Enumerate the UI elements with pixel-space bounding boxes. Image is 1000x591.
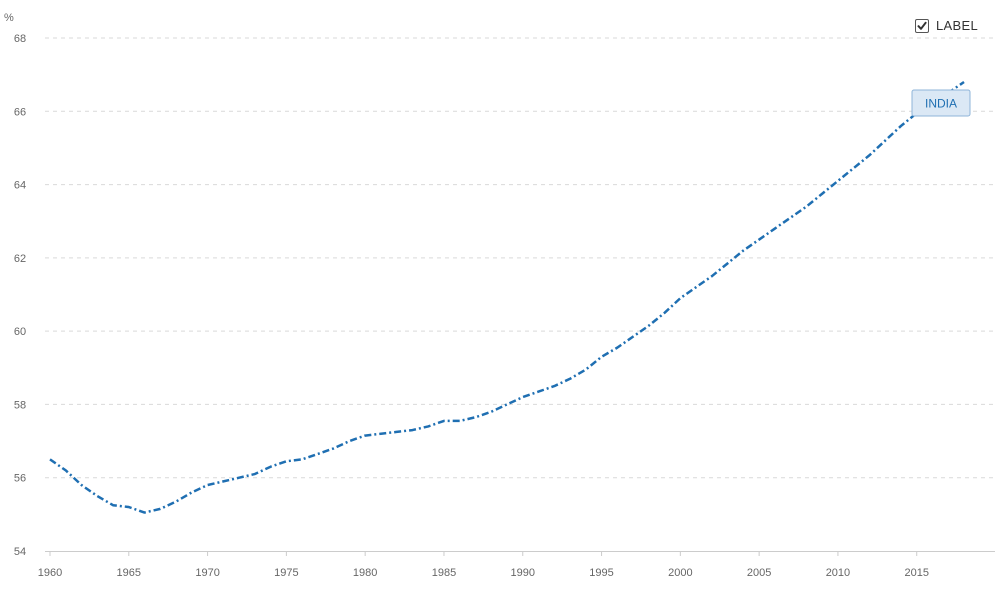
series-line-india[interactable] bbox=[49, 80, 965, 514]
y-tick-label: 56 bbox=[14, 473, 26, 485]
x-tick-label: 1975 bbox=[274, 567, 298, 579]
x-axis-ticks: 1960 1965 1970 1975 1980 1985 1990 1995 2000 2005… bbox=[38, 551, 929, 579]
label-toggle-text: LABEL bbox=[936, 18, 978, 33]
x-tick-label: 1970 bbox=[195, 567, 219, 579]
x-tick-label: 2010 bbox=[826, 567, 850, 579]
y-tick-label: 58 bbox=[14, 399, 26, 411]
x-tick-label: 1965 bbox=[117, 567, 141, 579]
x-tick-label: 1980 bbox=[353, 567, 377, 579]
y-tick-label: 54 bbox=[14, 546, 26, 558]
y-tick-label: 68 bbox=[14, 33, 26, 45]
series-tag-label: INDIA bbox=[925, 96, 957, 110]
y-tick-label: 60 bbox=[14, 326, 26, 338]
y-tick-label: 66 bbox=[14, 106, 26, 118]
series-layer bbox=[49, 80, 965, 514]
x-tick-label: 1960 bbox=[38, 567, 62, 579]
label-checkbox[interactable] bbox=[915, 18, 929, 33]
y-tick-label: 62 bbox=[14, 253, 26, 265]
x-tick-label: 2005 bbox=[747, 567, 771, 579]
y-axis-ticks: 54 56 58 60 62 64 66 68 bbox=[14, 33, 26, 558]
label-toggle[interactable]: LABEL bbox=[915, 18, 978, 33]
series-tag-box bbox=[911, 89, 971, 117]
x-tick-label: 1985 bbox=[432, 567, 456, 579]
y-tick-label: 64 bbox=[14, 180, 26, 192]
x-tick-label: 1995 bbox=[589, 567, 613, 579]
gridlines bbox=[45, 37, 995, 552]
x-tick-label: 2015 bbox=[904, 567, 928, 579]
series-tag-layer: INDIA bbox=[911, 89, 971, 117]
y-axis-unit-label: % bbox=[4, 12, 14, 24]
x-tick-label: 1990 bbox=[511, 567, 535, 579]
x-tick-label: 2000 bbox=[668, 567, 692, 579]
checkmark-icon bbox=[917, 21, 927, 30]
